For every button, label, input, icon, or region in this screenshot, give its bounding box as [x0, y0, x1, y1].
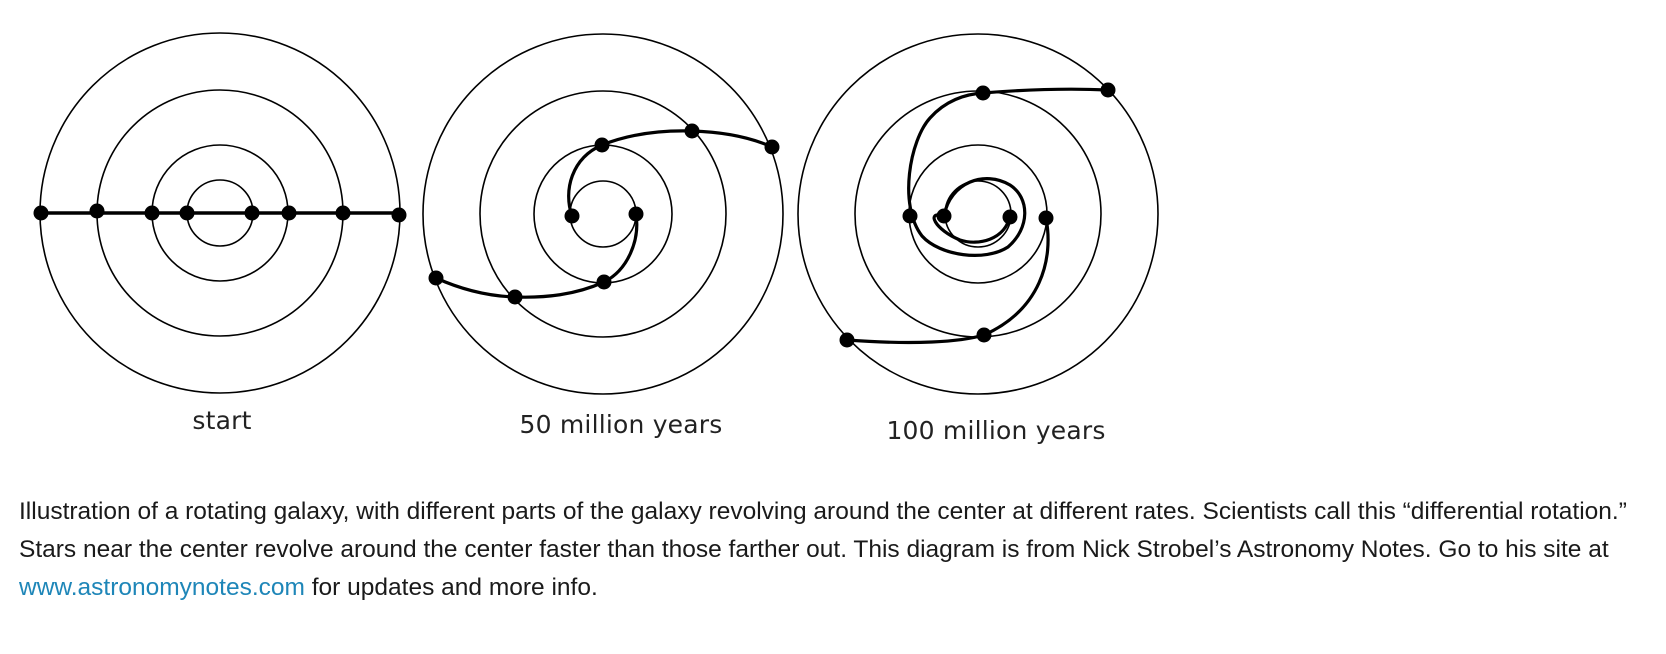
orbit-ring	[533, 144, 673, 284]
star-dot	[594, 137, 610, 153]
orbit-ring	[422, 33, 784, 395]
spiral-arm	[435, 213, 639, 299]
panel-label-50-million-years: 50 million years	[519, 410, 723, 439]
orbit-ring	[479, 90, 727, 338]
star-dot	[1002, 209, 1018, 225]
star-dot	[975, 85, 991, 101]
star-dot	[839, 332, 855, 348]
star-dot	[764, 139, 780, 155]
spiral-arm	[907, 87, 1109, 257]
panel-label-100-million-years: 100 million years	[886, 416, 1106, 445]
panel-100-million-years-stars	[839, 82, 1116, 348]
star-dot	[391, 207, 407, 223]
panel-label-start: start	[192, 406, 252, 435]
panel-50-million-years	[422, 33, 784, 395]
panel-50-million-years-stars	[428, 123, 780, 305]
star-dot	[596, 274, 612, 290]
star-dot	[628, 206, 644, 222]
orbit-ring	[854, 90, 1102, 338]
star-dot	[144, 205, 160, 221]
star-dot	[281, 205, 297, 221]
spiral-arm	[932, 213, 1012, 244]
figure-caption: Illustration of a rotating galaxy, with …	[19, 493, 1659, 607]
star-dot	[33, 205, 49, 221]
caption-text-before-link: Illustration of a rotating galaxy, with …	[19, 498, 1627, 563]
astronomy-notes-link[interactable]: www.astronomynotes.com	[19, 574, 305, 601]
star-dot	[1100, 82, 1116, 98]
star-dot	[902, 208, 918, 224]
panel-start-stars	[33, 203, 407, 223]
star-dot	[564, 208, 580, 224]
star-dot	[428, 270, 444, 286]
star-dot	[335, 205, 351, 221]
star-dot	[1038, 210, 1054, 226]
star-dot	[507, 289, 523, 305]
star-dot	[89, 203, 105, 219]
galaxy-rotation-diagram	[33, 32, 1159, 395]
star-dot	[244, 205, 260, 221]
caption-text-after-link: for updates and more info.	[304, 574, 598, 601]
orbit-ring	[797, 33, 1159, 395]
spiral-arm	[567, 129, 773, 217]
star-dot	[684, 123, 700, 139]
star-dot	[179, 205, 195, 221]
star-dot	[936, 208, 952, 224]
star-dot	[976, 327, 992, 343]
orbit-ring	[569, 180, 637, 248]
